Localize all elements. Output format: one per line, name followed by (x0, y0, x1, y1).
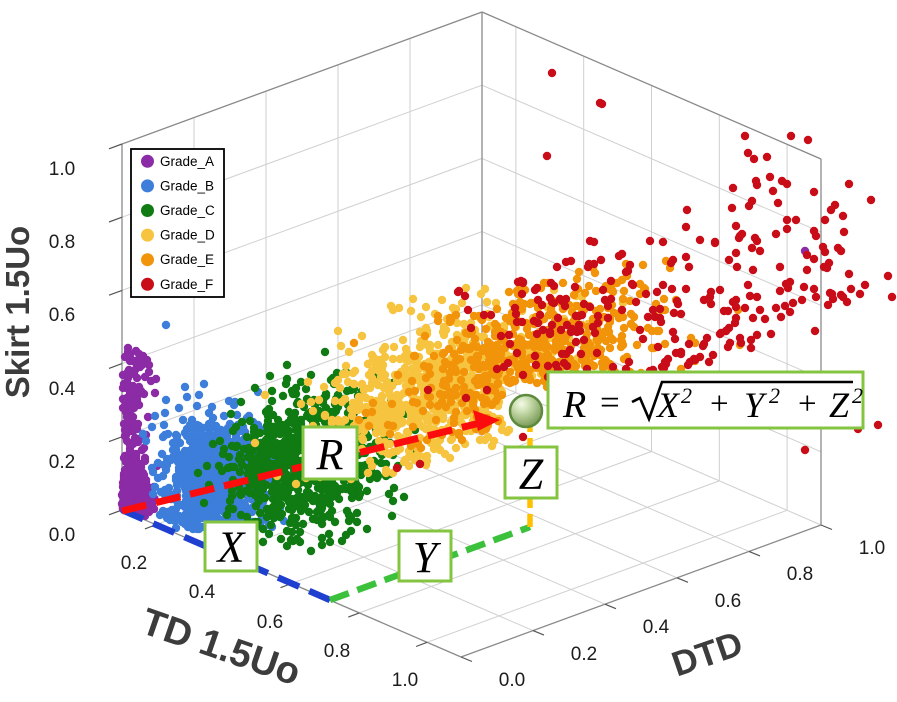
svg-text:0.6: 0.6 (715, 591, 741, 612)
svg-text:Y: Y (413, 533, 442, 582)
svg-text:0.0: 0.0 (499, 670, 525, 691)
svg-text:X: X (216, 523, 247, 572)
svg-text:R: R (316, 430, 344, 479)
svg-text:R: R (562, 384, 586, 426)
svg-text:Z: Z (519, 450, 544, 499)
svg-text:0.2: 0.2 (121, 553, 147, 574)
svg-text:Grade_A: Grade_A (160, 154, 214, 169)
svg-text:0.4: 0.4 (49, 379, 76, 400)
svg-text:1.0: 1.0 (49, 159, 75, 180)
svg-text:0.6: 0.6 (257, 612, 283, 633)
svg-text:=: = (600, 383, 620, 422)
svg-text:Skirt 1.5Uo: Skirt 1.5Uo (0, 226, 36, 398)
svg-text:Grade_E: Grade_E (160, 252, 214, 267)
svg-text:0.6: 0.6 (49, 305, 75, 326)
svg-text:0.4: 0.4 (643, 617, 670, 638)
svg-text:Grade_F: Grade_F (160, 277, 213, 292)
svg-text:0.8: 0.8 (324, 641, 350, 662)
svg-text:0.8: 0.8 (49, 232, 75, 253)
svg-text:0.2: 0.2 (571, 644, 597, 665)
svg-text:0.0: 0.0 (49, 525, 75, 546)
svg-text:Grade_D: Grade_D (160, 228, 215, 243)
svg-text:0.4: 0.4 (189, 582, 216, 603)
svg-text:0.8: 0.8 (787, 564, 813, 585)
svg-text:Grade_B: Grade_B (160, 178, 214, 193)
svg-text:1.0: 1.0 (392, 670, 418, 691)
svg-text:1.0: 1.0 (859, 538, 885, 559)
svg-text:0.2: 0.2 (49, 452, 75, 473)
svg-text:Grade_C: Grade_C (160, 203, 215, 218)
